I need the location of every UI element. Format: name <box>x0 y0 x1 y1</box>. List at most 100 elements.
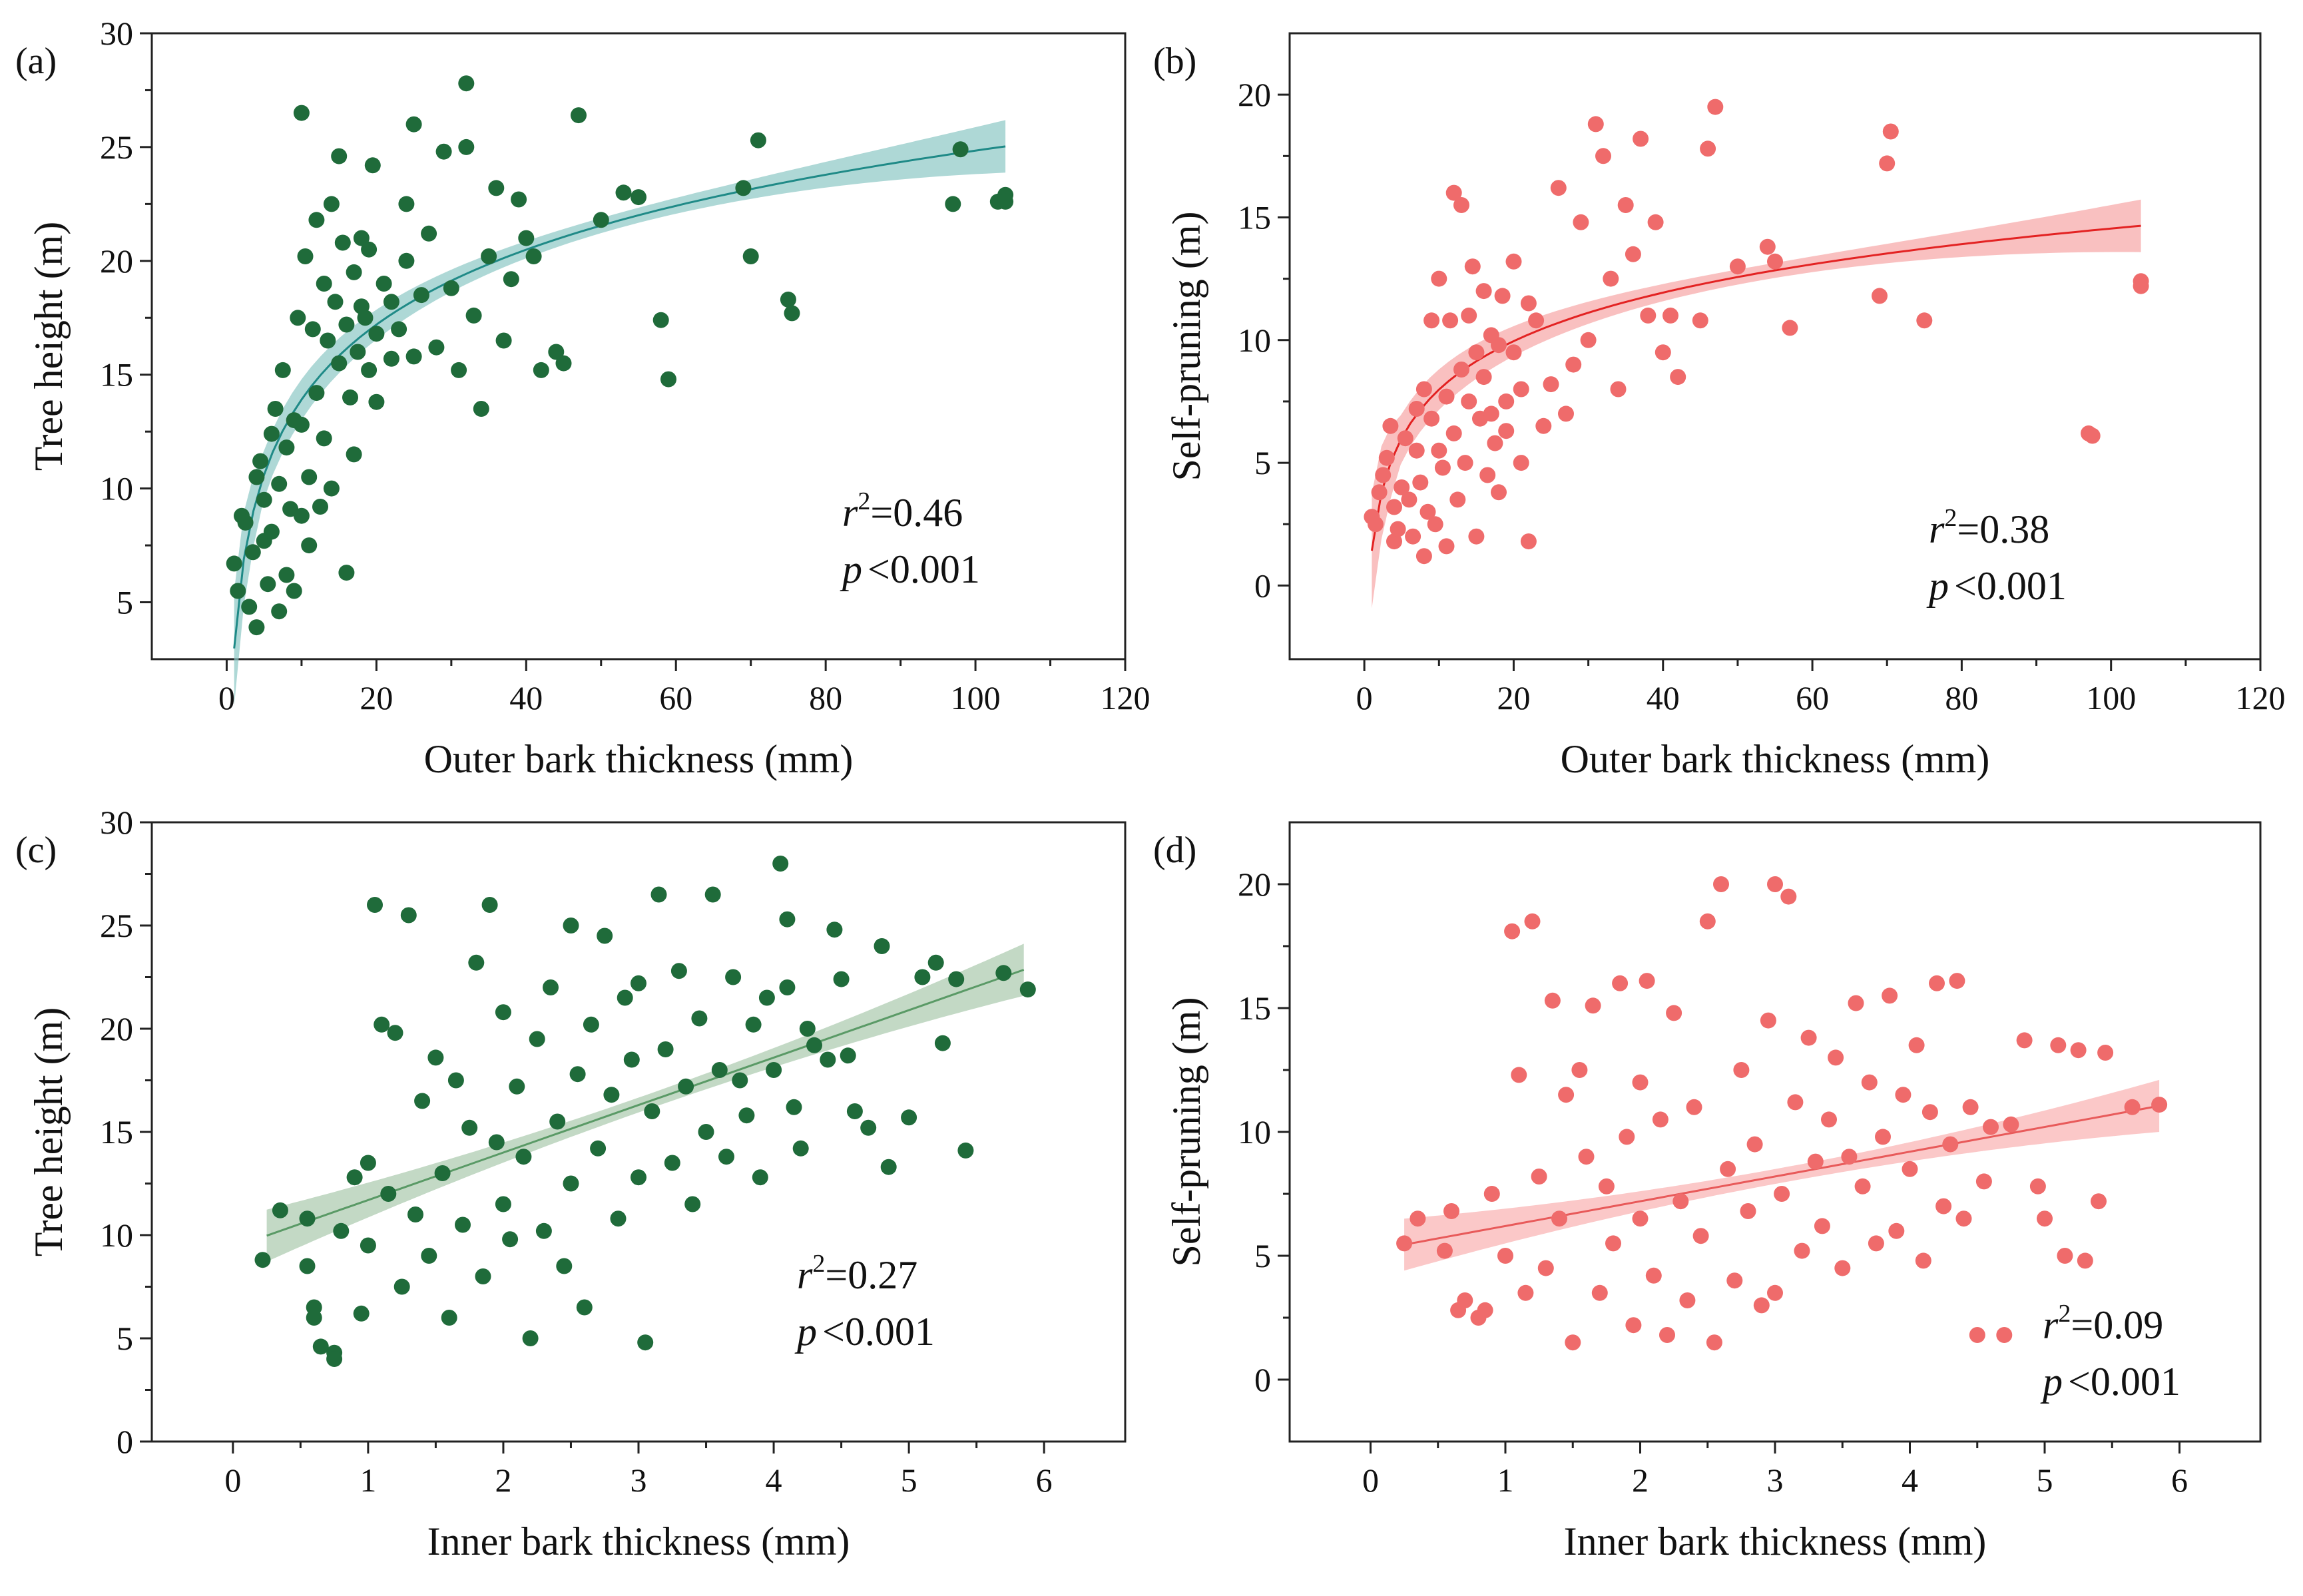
data-point <box>398 252 415 269</box>
data-point <box>1517 1284 1534 1301</box>
data-point <box>1670 369 1686 386</box>
data-point <box>1605 1235 1621 1252</box>
data-point <box>1513 381 1529 398</box>
data-point <box>549 1113 566 1130</box>
data-point <box>1632 1210 1649 1227</box>
data-point <box>806 1037 822 1053</box>
data-point <box>278 567 295 583</box>
data-point <box>1969 1327 1985 1343</box>
p-value-annotation: p <0.001 <box>1926 564 2067 608</box>
r-squared-value: =0.46 <box>870 491 963 535</box>
data-point <box>880 1159 897 1175</box>
panel-d: 0 1 2 3 4 5 6 0 5 10 15 20 Inner bark thickness (mm)… <box>1153 821 2262 1563</box>
y-tick-label: 5 <box>1254 1237 1271 1274</box>
r-symbol: r <box>2043 1303 2059 1347</box>
data-point <box>1619 1129 1635 1145</box>
data-point <box>391 321 407 338</box>
x-tick-label: 100 <box>951 679 1001 716</box>
data-point <box>631 1169 646 1186</box>
data-point <box>400 907 417 924</box>
data-point <box>350 344 366 360</box>
r-squared-annotation: r2=0.46 <box>842 487 963 535</box>
data-point <box>1386 499 1402 515</box>
data-point <box>1848 995 1864 1011</box>
confidence-band <box>234 120 1006 706</box>
data-point <box>316 430 332 447</box>
data-point <box>1949 973 1965 989</box>
data-point <box>338 565 355 581</box>
data-point <box>1019 981 1036 998</box>
data-point <box>735 180 752 196</box>
data-point <box>1405 528 1421 545</box>
data-point <box>427 1049 444 1066</box>
data-point <box>2050 1037 2067 1053</box>
r-squared-value: =0.09 <box>2071 1303 2163 1347</box>
y-tick-label: 10 <box>1238 1113 1271 1151</box>
data-point <box>1895 1087 1912 1103</box>
x-tick-label: 5 <box>901 1462 917 1499</box>
y-tick-label: 30 <box>100 15 133 52</box>
y-tick-label: 10 <box>100 1216 133 1254</box>
data-point <box>405 116 422 133</box>
data-point <box>1787 1094 1804 1111</box>
data-point <box>1759 238 1776 255</box>
fit-line <box>1370 224 2141 551</box>
data-point <box>1468 344 1485 361</box>
data-point <box>2016 1032 2033 1049</box>
data-point <box>312 499 328 515</box>
data-point <box>1746 1136 1763 1153</box>
data-point <box>244 544 261 561</box>
data-point <box>338 316 355 333</box>
data-point <box>357 310 374 326</box>
data-point <box>421 225 437 242</box>
data-point <box>1487 435 1503 451</box>
data-point <box>346 264 362 280</box>
data-point <box>525 248 542 264</box>
data-point <box>1699 913 1716 930</box>
data-point <box>326 1351 343 1367</box>
data-point <box>414 1093 431 1109</box>
r-superscript: 2 <box>812 1250 825 1278</box>
data-point <box>1647 214 1664 230</box>
data-point <box>1438 388 1455 405</box>
data-point <box>1794 1242 1810 1259</box>
r-superscript: 2 <box>2058 1300 2071 1328</box>
x-axis-label: Inner bark thickness (mm) <box>1564 1519 1987 1563</box>
data-point <box>779 979 796 995</box>
data-point <box>664 1155 680 1171</box>
data-point <box>248 619 265 636</box>
data-point <box>1760 1012 1776 1029</box>
data-point <box>2070 1042 2087 1059</box>
panel-label: (b) <box>1153 41 1196 82</box>
data-point <box>481 248 497 264</box>
data-point <box>230 583 246 599</box>
data-point <box>2057 1248 2073 1264</box>
r-squared-annotation: r2=0.27 <box>797 1250 917 1297</box>
data-point <box>447 1072 464 1089</box>
data-point <box>331 355 348 372</box>
data-point <box>1587 116 1604 133</box>
data-point <box>1423 312 1440 329</box>
y-tick-label: 0 <box>117 1423 133 1460</box>
data-point <box>271 475 288 492</box>
data-point <box>374 1016 390 1033</box>
data-point <box>346 1169 363 1186</box>
p-symbol: p <box>840 547 862 591</box>
data-point <box>226 555 242 572</box>
data-point <box>1882 123 1899 140</box>
data-point <box>745 1016 762 1033</box>
data-point <box>1453 197 1469 213</box>
data-point <box>1457 1292 1473 1308</box>
data-point <box>267 401 284 417</box>
data-point <box>535 1222 552 1239</box>
data-point <box>2091 1193 2107 1210</box>
y-tick-label: 20 <box>100 1010 133 1047</box>
data-point <box>342 389 358 405</box>
data-point <box>957 1142 974 1159</box>
data-point <box>1996 1327 2013 1343</box>
data-point <box>1368 516 1384 533</box>
fit-line <box>233 145 1006 649</box>
data-point <box>1505 344 1522 361</box>
data-point <box>945 196 961 212</box>
data-point <box>241 599 258 615</box>
